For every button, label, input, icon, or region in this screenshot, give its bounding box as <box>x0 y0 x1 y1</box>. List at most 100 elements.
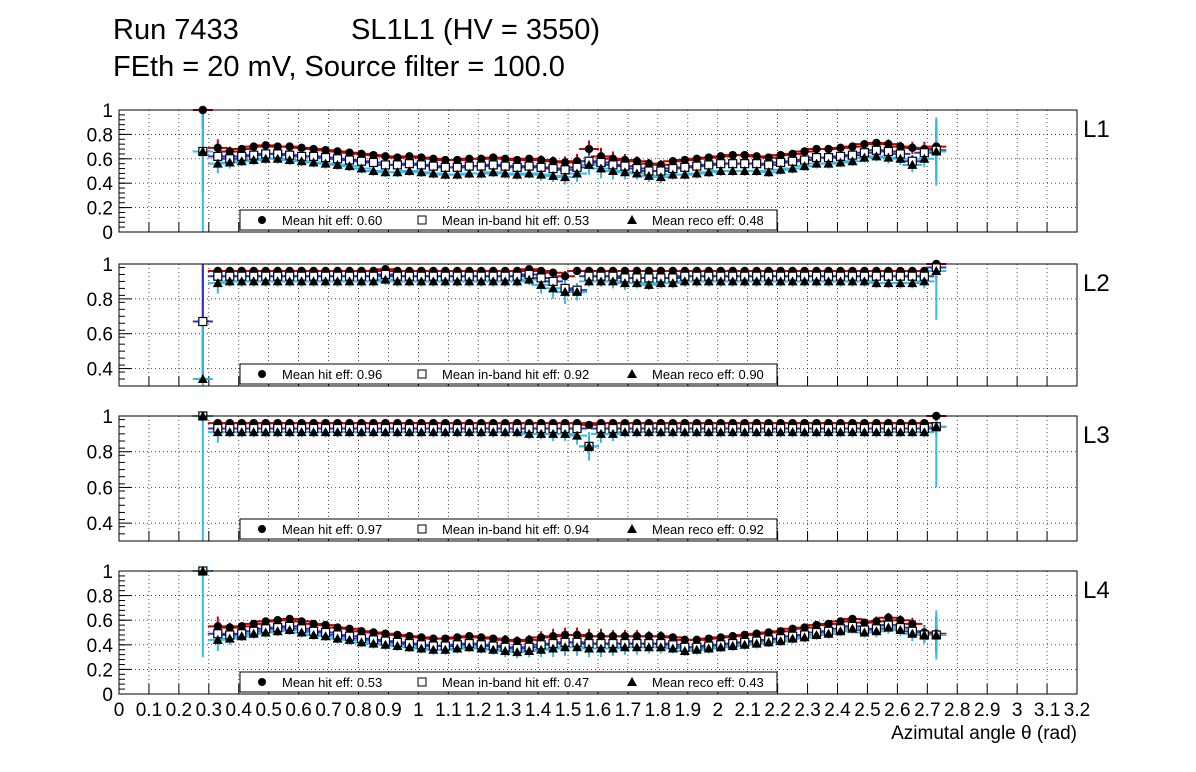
data-point-reco <box>212 278 223 288</box>
data-point-hit <box>704 634 713 643</box>
data-point-reco <box>380 167 391 177</box>
data-point-reco <box>197 146 208 156</box>
data-point-reco <box>775 636 786 646</box>
data-point-reco <box>512 427 523 437</box>
data-point-hit <box>656 631 666 641</box>
data-point-hit <box>477 633 486 642</box>
data-point-hit <box>536 155 546 165</box>
data-point-hit <box>668 157 678 166</box>
y-tick-label: 0.6 <box>87 150 113 171</box>
data-point-reco <box>703 276 714 286</box>
data-point-hit <box>872 138 881 148</box>
data-point-reco <box>428 644 439 654</box>
data-point-reco <box>536 169 547 179</box>
data-point-hit <box>728 150 737 160</box>
markers-square <box>198 262 941 327</box>
data-point-reco <box>703 167 714 177</box>
data-point-hit <box>429 154 438 163</box>
data-point-reco <box>560 642 571 652</box>
data-point-hit <box>560 630 570 640</box>
data-point-reco <box>811 629 822 639</box>
data-point-reco <box>607 166 618 175</box>
legend-label: Mean in-band hit eff: 0.92 <box>442 367 589 382</box>
data-point-hit <box>668 633 678 642</box>
data-point-reco <box>679 427 690 437</box>
legend-label: Mean reco eff: 0.43 <box>652 675 764 690</box>
data-point-reco <box>739 639 750 649</box>
data-point-hit <box>752 629 761 638</box>
data-point-hit <box>321 620 330 630</box>
data-point-hit <box>441 155 450 165</box>
data-point-inband <box>198 316 208 327</box>
data-point-reco <box>895 625 906 635</box>
data-point-reco <box>811 427 822 437</box>
data-point-hit <box>225 623 234 632</box>
data-point-reco <box>248 427 259 437</box>
data-point-reco <box>524 428 535 438</box>
data-point-reco <box>212 427 223 437</box>
data-point-reco <box>392 276 403 286</box>
x-tick-label: 1.1 <box>435 700 461 721</box>
data-point-reco <box>871 278 882 288</box>
data-point-reco <box>308 157 319 167</box>
x-tick-label: 0.4 <box>226 700 253 721</box>
data-point-hit <box>369 628 378 637</box>
data-point-reco <box>536 279 547 289</box>
data-point-reco <box>260 427 271 437</box>
data-point-hit <box>824 619 833 629</box>
legend: Mean hit eff: 0.96 Mean in-band hit eff: … <box>239 363 778 385</box>
data-point-hit <box>309 619 318 629</box>
data-point-hit <box>453 633 462 642</box>
data-point-reco <box>655 278 666 288</box>
data-point-reco <box>907 278 918 288</box>
data-point-reco <box>476 168 487 178</box>
data-point-reco <box>643 642 654 652</box>
data-point-reco <box>284 155 295 165</box>
data-point-hit <box>536 633 546 642</box>
y-tick-label: 0.4 <box>87 174 114 195</box>
data-point-hit <box>788 624 797 634</box>
data-point-reco <box>907 628 918 638</box>
data-point-reco <box>883 152 894 162</box>
data-point-reco <box>296 276 307 286</box>
data-point-reco <box>356 427 367 437</box>
data-point-reco <box>859 152 870 162</box>
data-point-reco <box>356 276 367 286</box>
data-point-reco <box>224 427 235 437</box>
data-point-reco <box>667 278 678 288</box>
data-point-hit <box>776 150 785 160</box>
data-point-reco <box>392 641 403 651</box>
data-point-reco <box>512 169 523 179</box>
data-point-hit <box>453 155 462 165</box>
data-point-reco <box>907 427 918 437</box>
x-tick-label: 2.3 <box>794 700 820 721</box>
markers-triangle <box>197 146 942 182</box>
data-point-hit <box>632 157 642 166</box>
x-tick-label: 2.4 <box>824 700 851 721</box>
panel-title: L3 <box>1083 422 1110 449</box>
data-point-reco <box>835 626 846 636</box>
data-point-reco <box>356 637 367 647</box>
x-tick-label: 0 <box>114 700 125 721</box>
data-point-reco <box>197 374 208 384</box>
data-point-hit <box>860 139 869 149</box>
data-point-reco <box>763 637 774 647</box>
data-point-hit <box>704 153 713 162</box>
data-point-reco <box>584 643 595 653</box>
data-point-reco <box>320 427 331 437</box>
data-point-hit <box>489 153 498 162</box>
data-point-reco <box>727 276 738 286</box>
data-point-reco <box>224 276 235 286</box>
y-tick-label: 0.8 <box>87 587 113 608</box>
data-point-reco <box>691 168 702 178</box>
plot-frame <box>118 415 1078 542</box>
data-point-hit <box>285 614 294 624</box>
data-point-reco <box>595 163 606 173</box>
data-point-reco <box>787 163 798 173</box>
data-point-reco <box>248 276 259 286</box>
data-point-hit <box>405 631 414 641</box>
data-point-reco <box>823 276 834 286</box>
data-point-hit <box>584 420 594 430</box>
data-point-reco <box>260 627 271 637</box>
data-point-reco <box>452 643 463 653</box>
